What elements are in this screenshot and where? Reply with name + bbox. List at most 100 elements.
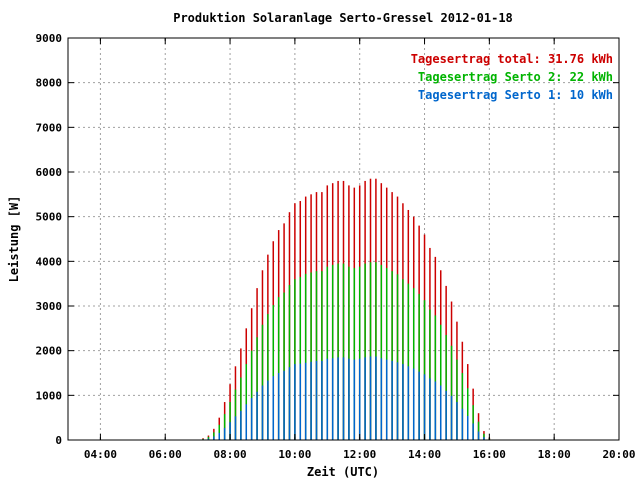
chart-title: Produktion Solaranlage Serto-Gressel 201…: [173, 11, 513, 25]
bar-serto2: [375, 262, 377, 440]
plot-frame: [67, 37, 620, 441]
bar-serto2: [369, 262, 372, 440]
bar-serto2: [358, 266, 361, 440]
legend-entry: Tagesertrag Serto 1: 10 kWh: [418, 88, 613, 102]
bar-serto1: [207, 438, 210, 440]
bar-serto2: [299, 276, 302, 440]
bar-serto1: [429, 378, 431, 440]
bar-serto2: [207, 436, 210, 440]
bar-serto2: [472, 405, 474, 440]
bar-serto2: [240, 377, 242, 440]
bar-serto2: [380, 264, 383, 440]
bar-serto2: [277, 297, 280, 440]
bar-serto1: [450, 395, 453, 440]
bar-serto1: [277, 373, 280, 440]
bar-serto1: [288, 367, 291, 440]
bar-serto1: [358, 358, 361, 440]
bar-serto1: [272, 376, 275, 440]
data-bars: [196, 178, 491, 441]
bar-serto1: [483, 437, 485, 440]
y-tick-label: 1000: [36, 389, 63, 402]
bar-serto2: [348, 266, 350, 440]
x-tick-label: 18:00: [538, 448, 571, 461]
bar-serto2: [407, 283, 410, 440]
bar-serto1: [375, 356, 377, 440]
bar-serto1: [418, 371, 420, 440]
bar-serto1: [412, 368, 415, 440]
bar-serto2: [229, 402, 231, 440]
x-tick-label: 12:00: [343, 448, 376, 461]
bar-serto1: [283, 370, 285, 440]
bar-serto1: [245, 404, 248, 440]
bar-serto2: [461, 373, 464, 440]
bar-serto2: [304, 273, 307, 440]
bar-serto2: [445, 335, 447, 440]
bar-serto2: [245, 364, 248, 440]
bar-serto1: [342, 357, 345, 440]
bar-serto2: [467, 388, 469, 440]
bar-serto2: [434, 315, 437, 440]
bar-serto1: [256, 391, 258, 440]
bar-serto1: [391, 360, 393, 440]
bar-serto1: [439, 385, 442, 440]
x-tick-label: 04:00: [84, 448, 117, 461]
x-tick-label: 10:00: [278, 448, 311, 461]
bar-serto2: [456, 359, 458, 440]
bar-serto1: [445, 390, 447, 440]
y-tick-label: 4000: [36, 255, 63, 268]
bar-serto1: [434, 381, 437, 440]
bar-serto1: [213, 436, 215, 440]
bar-serto2: [423, 300, 426, 440]
y-tick-label: 8000: [36, 77, 63, 90]
bar-serto1: [385, 359, 388, 440]
bar-serto1: [304, 362, 307, 440]
bar-serto2: [439, 324, 442, 440]
bar-serto1: [337, 357, 339, 440]
y-tick-label: 7000: [36, 121, 63, 134]
x-tick-label: 08:00: [213, 448, 246, 461]
bar-serto1: [364, 357, 366, 440]
bar-serto2: [396, 274, 399, 440]
bar-serto1: [472, 423, 474, 440]
bar-serto1: [299, 363, 302, 440]
y-tick-label: 9000: [36, 32, 63, 45]
bar-serto2: [385, 268, 388, 440]
bar-serto1: [461, 408, 464, 440]
y-axis-label: Leistung [W]: [7, 196, 21, 283]
bar-serto1: [423, 374, 426, 440]
bar-serto1: [407, 366, 410, 440]
bar-serto2: [256, 337, 258, 440]
bar-serto1: [456, 402, 458, 440]
bar-serto1: [267, 380, 269, 440]
bar-serto1: [326, 358, 329, 440]
bar-serto2: [310, 272, 312, 440]
bar-serto1: [348, 358, 350, 440]
bar-serto1: [240, 410, 242, 440]
x-tick-label: 14:00: [408, 448, 441, 461]
bar-serto1: [294, 364, 296, 440]
bar-serto2: [213, 432, 215, 440]
bar-serto2: [483, 433, 485, 440]
bar-serto1: [331, 358, 334, 440]
bar-serto2: [272, 305, 275, 440]
bar-serto1: [250, 398, 253, 440]
bar-serto2: [234, 389, 237, 440]
x-axis-label: Zeit (UTC): [307, 465, 379, 479]
bar-serto2: [364, 263, 366, 440]
bar-serto1: [467, 415, 469, 440]
bar-serto1: [477, 431, 480, 440]
bar-serto2: [391, 271, 393, 440]
bar-serto2: [218, 424, 220, 440]
bar-serto2: [429, 309, 431, 440]
bar-serto1: [229, 422, 231, 440]
bar-serto2: [267, 314, 269, 440]
bar-serto1: [402, 364, 404, 440]
bar-serto2: [321, 271, 323, 440]
bar-serto2: [418, 293, 420, 440]
bar-serto1: [369, 356, 372, 440]
bar-serto1: [321, 360, 323, 440]
bar-serto2: [326, 266, 329, 440]
x-tick-label: 06:00: [149, 448, 182, 461]
bar-serto2: [331, 264, 334, 440]
